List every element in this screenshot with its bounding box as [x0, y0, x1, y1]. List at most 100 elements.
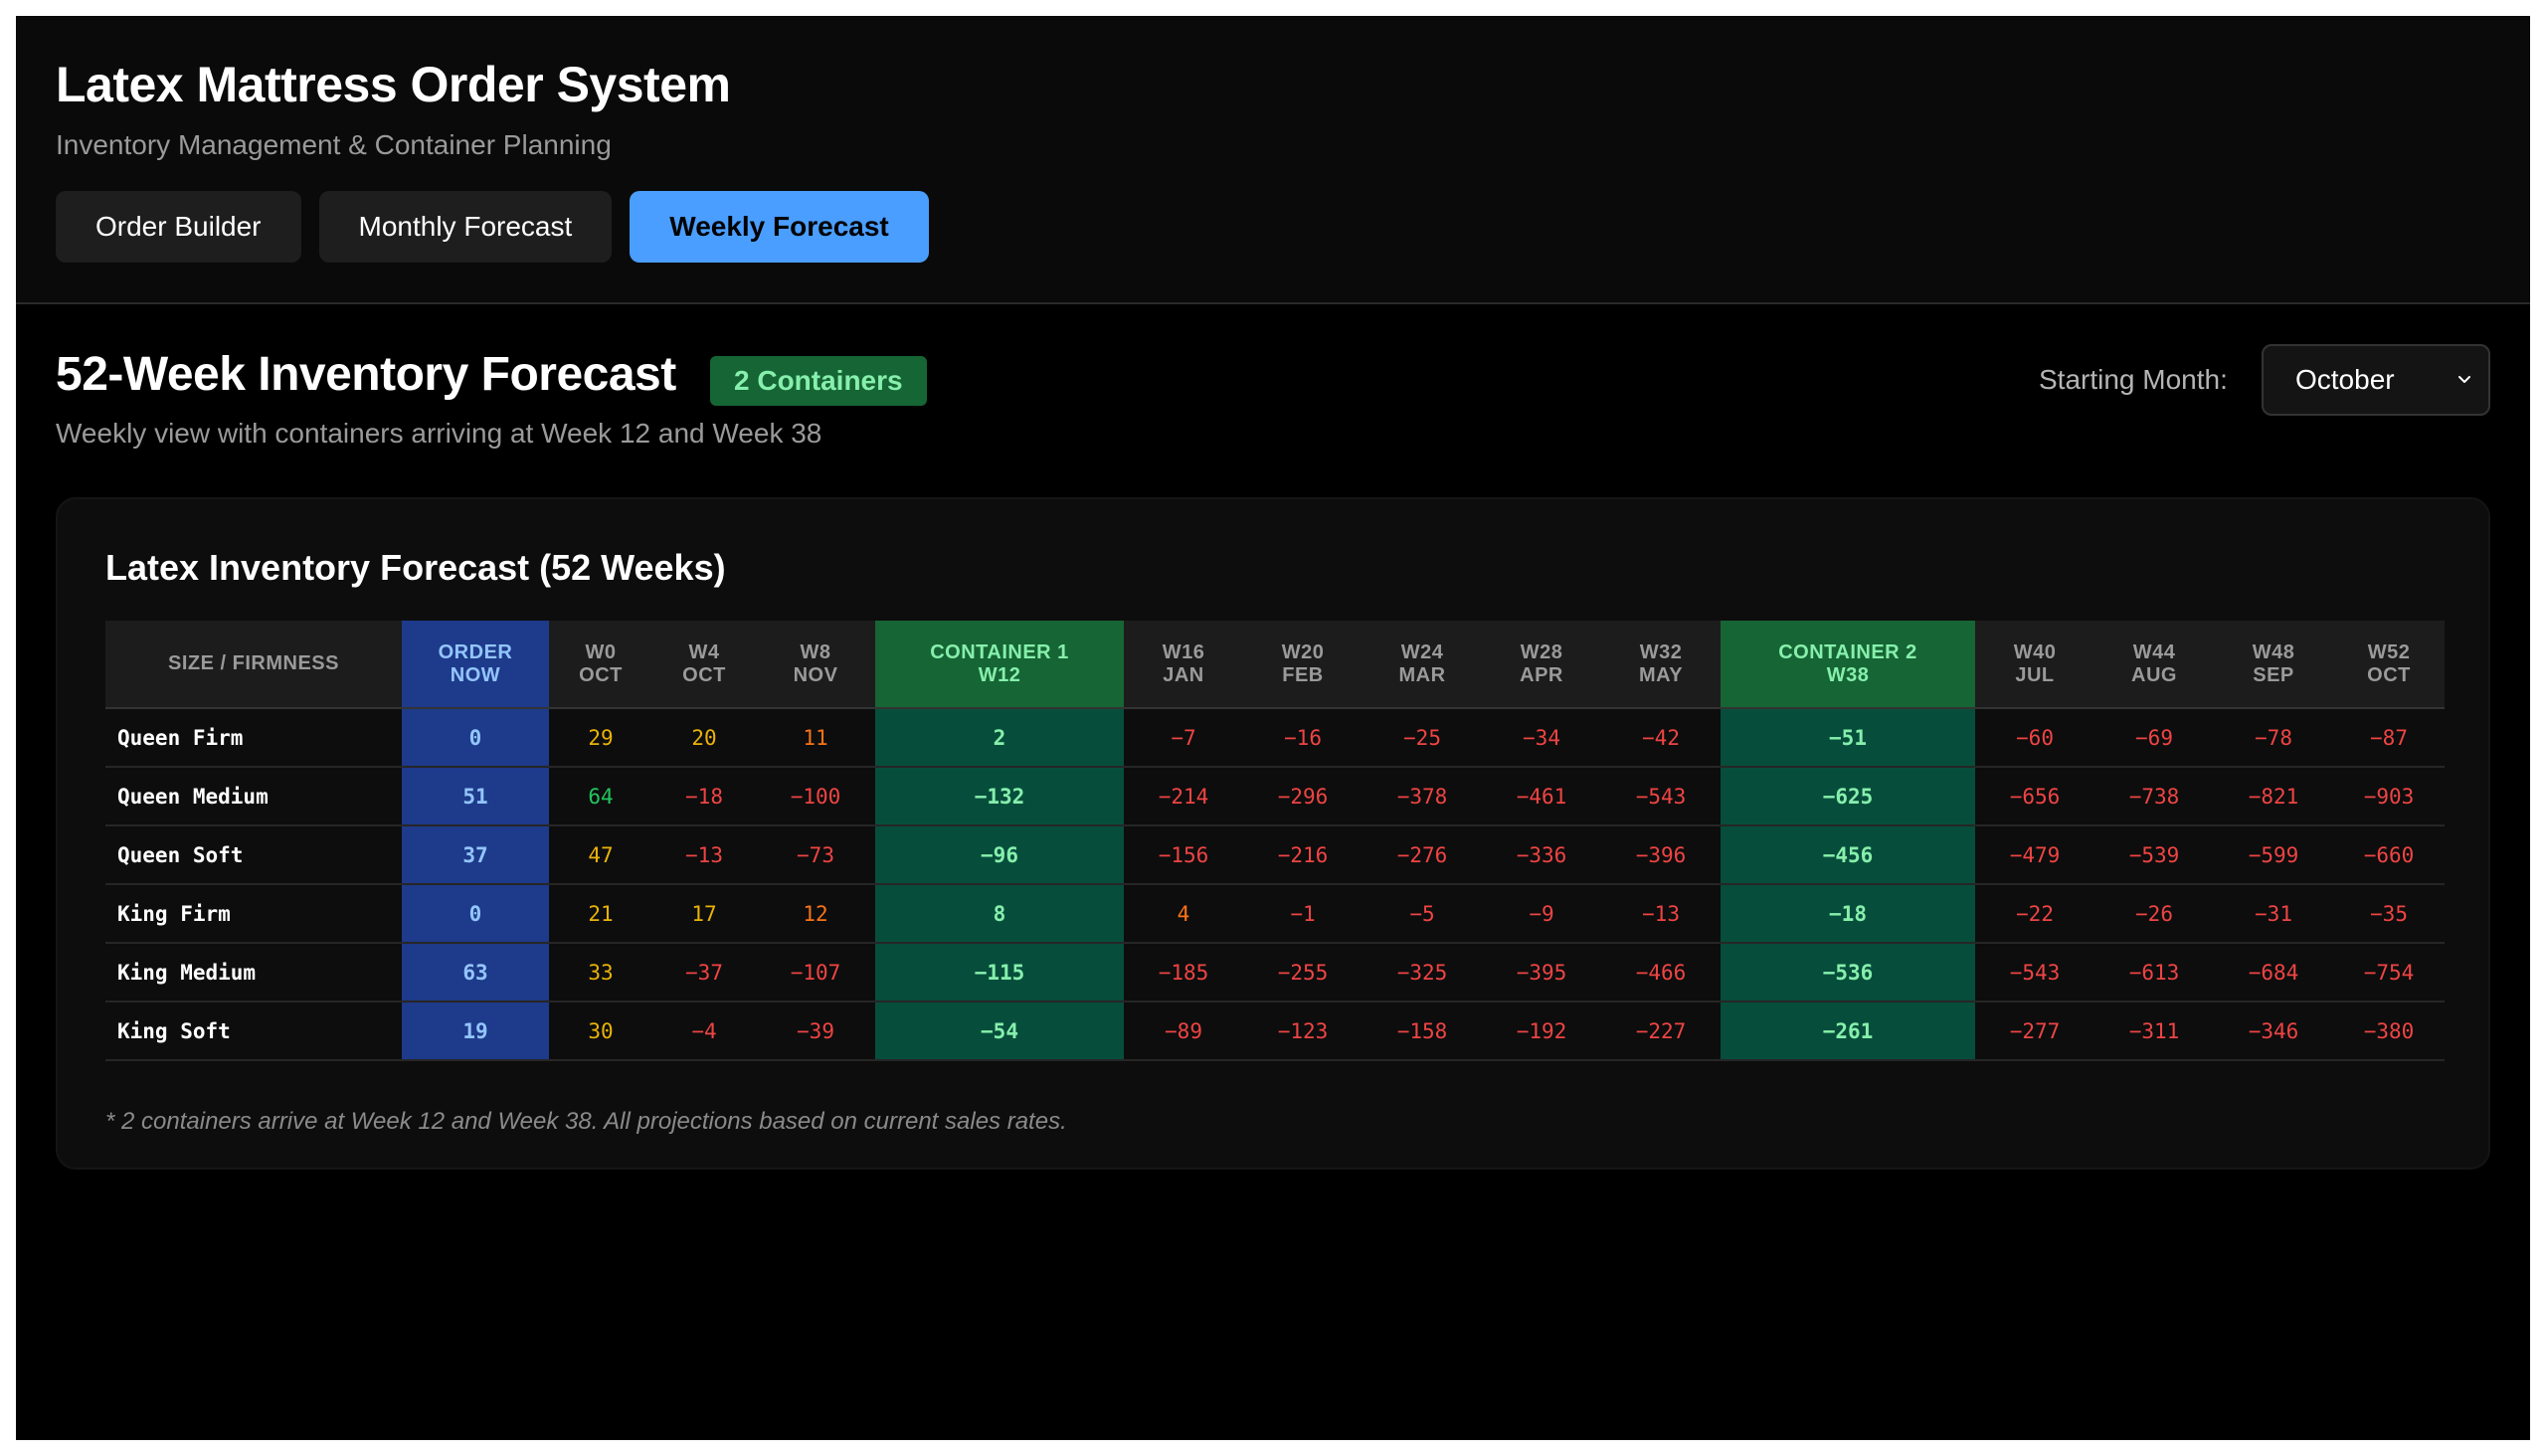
- container-cell: −51: [1721, 708, 1975, 768]
- container-cell: 8: [875, 884, 1124, 944]
- column-header: CONTAINER 2 W38: [1721, 621, 1975, 709]
- forecast-cell: 4: [1124, 884, 1243, 944]
- column-header: W16 JAN: [1124, 621, 1243, 709]
- forecast-cell: −25: [1363, 708, 1482, 768]
- container-cell: −132: [875, 767, 1124, 826]
- row-label: Queen Medium: [105, 767, 402, 826]
- column-header: CONTAINER 1 W12: [875, 621, 1124, 709]
- column-header-line2: APR: [1520, 663, 1563, 686]
- starting-month-label: Starting Month:: [2039, 364, 2228, 395]
- forecast-cell: −18: [652, 767, 756, 826]
- forecast-cell: −4: [652, 1001, 756, 1061]
- forecast-cell: −35: [2333, 884, 2445, 944]
- container-cell: −625: [1721, 767, 1975, 826]
- forecast-cell: 20: [652, 708, 756, 768]
- order-cell: 19: [402, 1001, 549, 1061]
- forecast-cell: −380: [2333, 1001, 2445, 1061]
- column-header-line2: MAY: [1638, 663, 1684, 686]
- forecast-cell: −738: [2094, 767, 2214, 826]
- forecast-cell: −599: [2214, 825, 2333, 885]
- forecast-cell: 30: [549, 1001, 652, 1061]
- column-header-line1: W48: [2252, 640, 2295, 663]
- forecast-cell: −466: [1601, 943, 1721, 1002]
- forecast-cell: −821: [2214, 767, 2333, 826]
- tab-weekly-forecast[interactable]: Weekly Forecast: [630, 191, 929, 263]
- order-cell: 51: [402, 767, 549, 826]
- containers-badge: 2 Containers: [710, 356, 927, 406]
- forecast-cell: 21: [549, 884, 652, 944]
- table-row: King Medium 63 33 −37 −107 −115 −185 −255 −325 −3…: [105, 943, 2445, 1002]
- forecast-cell: −311: [2094, 1001, 2214, 1061]
- forecast-cell: −158: [1363, 1001, 1482, 1061]
- app-window: Latex Mattress Order System Inventory Ma…: [16, 16, 2530, 1440]
- row-label: King Medium: [105, 943, 402, 1002]
- forecast-cell: −336: [1482, 825, 1601, 885]
- forecast-cell: −396: [1601, 825, 1721, 885]
- forecast-cell: −479: [1975, 825, 2094, 885]
- row-label: King Soft: [105, 1001, 402, 1061]
- container-cell: −115: [875, 943, 1124, 1002]
- forecast-table-wrapper: SIZE / FIRMNESS ORDER NOW W0 OCT W4 OCT W8 NOV CO…: [105, 621, 2445, 1061]
- column-header-line1: W24: [1400, 640, 1444, 663]
- column-header: W32 MAY: [1601, 621, 1721, 709]
- column-header-line1: ORDER: [438, 640, 513, 663]
- column-header: W0 OCT: [549, 621, 652, 709]
- forecast-table: SIZE / FIRMNESS ORDER NOW W0 OCT W4 OCT W8 NOV CO…: [105, 621, 2445, 1061]
- column-header-line2: JAN: [1163, 663, 1204, 686]
- row-label: Queen Firm: [105, 708, 402, 768]
- column-header: W24 MAR: [1363, 621, 1482, 709]
- card-title: Latex Inventory Forecast (52 Weeks): [105, 547, 726, 588]
- tab-bar: Order Builder Monthly Forecast Weekly Fo…: [56, 191, 929, 263]
- app-header: Latex Mattress Order System Inventory Ma…: [16, 16, 2530, 304]
- order-cell: 37: [402, 825, 549, 885]
- column-header: SIZE / FIRMNESS: [105, 621, 402, 709]
- forecast-cell: −5: [1363, 884, 1482, 944]
- column-header: ORDER NOW: [402, 621, 549, 709]
- forecast-cell: −78: [2214, 708, 2333, 768]
- table-row: Queen Medium 51 64 −18 −100 −132 −214 −296 −378−…: [105, 767, 2445, 826]
- column-header-line1: W16: [1162, 640, 1205, 663]
- forecast-cell: −613: [2094, 943, 2214, 1002]
- forecast-cell: 47: [549, 825, 652, 885]
- table-row: King Soft 19 30 −4 −39 −54 −89 −123 −158 −192 −227…: [105, 1001, 2445, 1061]
- forecast-cell: −13: [1601, 884, 1721, 944]
- forecast-cell: −255: [1243, 943, 1363, 1002]
- column-header-line1: SIZE / FIRMNESS: [168, 652, 339, 674]
- footnote: * 2 containers arrive at Week 12 and Wee…: [105, 1108, 1067, 1135]
- forecast-cell: −539: [2094, 825, 2214, 885]
- table-row: King Firm 0 21 17 12 8 4 −1 −5 −9 −13 −18 −22 −26 −31−…: [105, 884, 2445, 944]
- forecast-cell: 12: [756, 884, 875, 944]
- column-header-line2: SEP: [2253, 663, 2294, 686]
- column-header-line2: W38: [1826, 663, 1870, 686]
- column-header-line2: OCT: [579, 663, 623, 686]
- forecast-cell: −1: [1243, 884, 1363, 944]
- forecast-cell: −123: [1243, 1001, 1363, 1061]
- tab-monthly-forecast[interactable]: Monthly Forecast: [318, 191, 613, 263]
- column-header-line1: W20: [1281, 640, 1325, 663]
- forecast-cell: −296: [1243, 767, 1363, 826]
- page-subtitle: Weekly view with containers arriving at …: [56, 418, 822, 449]
- forecast-cell: −16: [1243, 708, 1363, 768]
- starting-month-select[interactable]: October: [2262, 344, 2490, 416]
- forecast-cell: −543: [1601, 767, 1721, 826]
- forecast-cell: −461: [1482, 767, 1601, 826]
- forecast-cell: −31: [2214, 884, 2333, 944]
- tab-order-builder[interactable]: Order Builder: [56, 191, 301, 263]
- forecast-cell: −660: [2333, 825, 2445, 885]
- column-header-line2: W12: [978, 663, 1021, 686]
- forecast-cell: −37: [652, 943, 756, 1002]
- forecast-cell: −73: [756, 825, 875, 885]
- forecast-cell: −100: [756, 767, 875, 826]
- forecast-cell: −346: [2214, 1001, 2333, 1061]
- forecast-cell: −107: [756, 943, 875, 1002]
- forecast-cell: −276: [1363, 825, 1482, 885]
- forecast-cell: −9: [1482, 884, 1601, 944]
- forecast-cell: −89: [1124, 1001, 1243, 1061]
- forecast-cell: −42: [1601, 708, 1721, 768]
- column-header-line2: NOW: [450, 663, 501, 686]
- container-cell: −536: [1721, 943, 1975, 1002]
- container-cell: −456: [1721, 825, 1975, 885]
- row-label: Queen Soft: [105, 825, 402, 885]
- container-cell: −96: [875, 825, 1124, 885]
- forecast-cell: −684: [2214, 943, 2333, 1002]
